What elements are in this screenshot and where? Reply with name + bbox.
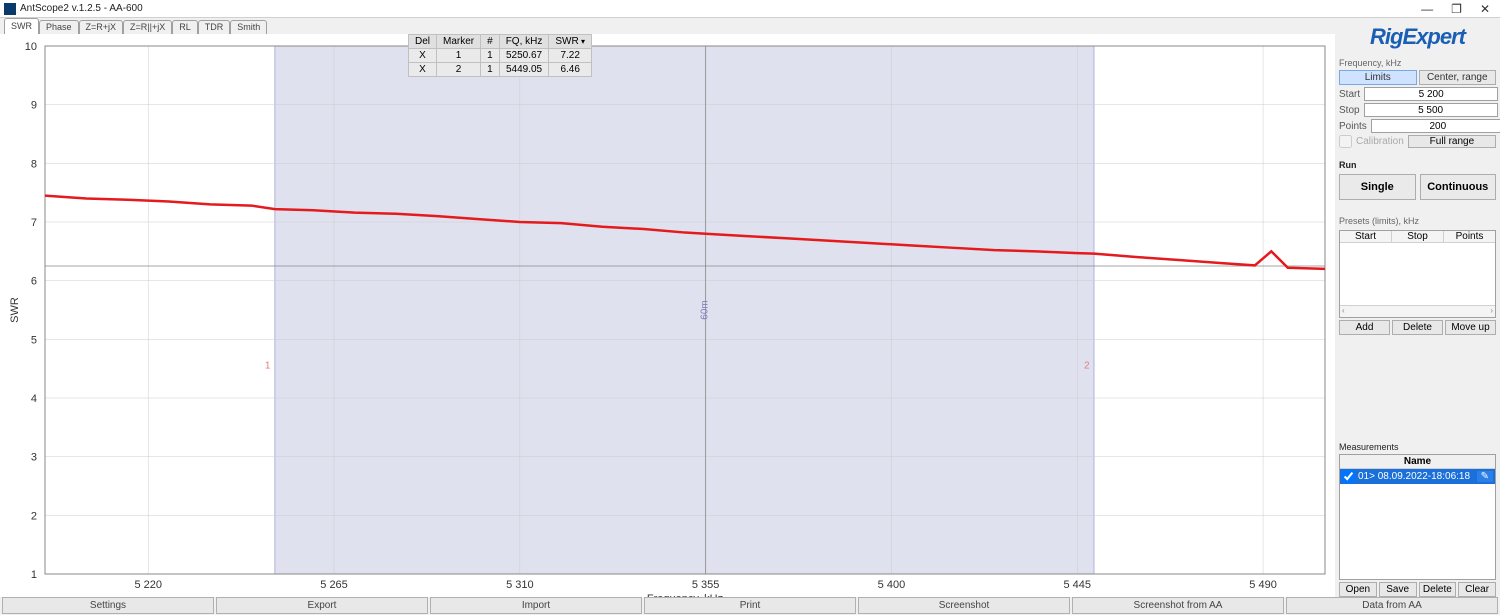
stop-input[interactable] [1364, 103, 1498, 117]
export-button[interactable]: Export [216, 597, 428, 614]
calibration-label: Calibration [1356, 136, 1404, 147]
start-input[interactable] [1364, 87, 1498, 101]
window-buttons: — ❐ ✕ [1421, 2, 1496, 16]
marker-cell-del[interactable]: X [409, 63, 437, 77]
tab-bar: SWRPhaseZ=R+jXZ=R||+jXRLTDRSmith [0, 18, 1335, 34]
svg-text:6: 6 [31, 276, 37, 288]
svg-text:5 310: 5 310 [506, 579, 534, 591]
svg-text:5 265: 5 265 [320, 579, 348, 591]
marker-cell-marker: 1 [437, 49, 481, 63]
side-panel: RigExpert Frequency, kHz Limits Center, … [1335, 18, 1500, 597]
marker-cell-swr: 6.46 [549, 63, 592, 77]
svg-text:60m: 60m [700, 300, 711, 319]
marker-cell-fq: 5449.05 [499, 63, 549, 77]
measurement-row[interactable]: 01> 08.09.2022-18:06:18 ✎ [1340, 469, 1495, 484]
marker-col-2[interactable]: # [481, 35, 500, 49]
calibration-checkbox [1339, 135, 1352, 148]
measurements-label: Measurements [1339, 442, 1496, 452]
fullrange-button[interactable]: Full range [1408, 135, 1496, 148]
minimize-icon[interactable]: — [1421, 2, 1433, 16]
svg-text:2: 2 [1084, 361, 1090, 372]
preset-moveup-button[interactable]: Move up [1445, 320, 1496, 335]
svg-text:5 355: 5 355 [692, 579, 720, 591]
measurements-list[interactable]: Name 01> 08.09.2022-18:06:18 ✎ [1339, 454, 1496, 580]
titlebar: AntScope2 v.1.2.5 - AA-600 — ❐ ✕ [0, 0, 1500, 18]
svg-text:5: 5 [31, 334, 37, 346]
presets-list[interactable]: StartStopPoints ‹› [1339, 230, 1496, 318]
measurement-name: 01> 08.09.2022-18:06:18 [1358, 471, 1470, 482]
svg-text:4: 4 [31, 393, 37, 405]
run-label: Run [1339, 160, 1496, 170]
marker-cell-marker: 2 [437, 63, 481, 77]
points-input[interactable] [1371, 119, 1500, 133]
svg-text:1: 1 [31, 569, 37, 581]
center-mode-button[interactable]: Center, range [1419, 70, 1497, 85]
preset-delete-button[interactable]: Delete [1392, 320, 1443, 335]
marker-cell-del[interactable]: X [409, 49, 437, 63]
edit-icon[interactable]: ✎ [1477, 471, 1493, 482]
meas-open-button[interactable]: Open [1339, 582, 1377, 597]
svg-text:SWR: SWR [9, 297, 21, 323]
app-icon [4, 3, 16, 15]
svg-text:5 445: 5 445 [1063, 579, 1091, 591]
limits-mode-button[interactable]: Limits [1339, 70, 1417, 85]
svg-text:5 220: 5 220 [134, 579, 162, 591]
maximize-icon[interactable]: ❐ [1451, 2, 1462, 16]
chart-area[interactable]: 123456789105 2205 2655 3105 3555 4005 44… [0, 34, 1335, 597]
swr-plot[interactable]: 123456789105 2205 2655 3105 3555 4005 44… [0, 34, 1335, 597]
single-button[interactable]: Single [1339, 174, 1416, 200]
preset-add-button[interactable]: Add [1339, 320, 1390, 335]
marker-cell-num: 1 [481, 63, 500, 77]
preset-col-stop[interactable]: Stop [1392, 231, 1444, 242]
svg-text:Frequency, kHz: Frequency, kHz [647, 593, 723, 597]
tab-tdr[interactable]: TDR [198, 20, 231, 34]
continuous-button[interactable]: Continuous [1420, 174, 1497, 200]
svg-text:2: 2 [31, 510, 37, 522]
logo: RigExpert [1339, 18, 1496, 56]
window-title: AntScope2 v.1.2.5 - AA-600 [20, 3, 143, 14]
svg-text:3: 3 [31, 452, 37, 464]
svg-text:8: 8 [31, 158, 37, 170]
marker-cell-fq: 5250.67 [499, 49, 549, 63]
print-button[interactable]: Print [644, 597, 856, 614]
frequency-section-label: Frequency, kHz [1339, 58, 1496, 68]
meas-save-button[interactable]: Save [1379, 582, 1417, 597]
svg-text:7: 7 [31, 217, 37, 229]
svg-text:10: 10 [25, 41, 37, 53]
marker-col-1[interactable]: Marker [437, 35, 481, 49]
meas-clear-button[interactable]: Clear [1458, 582, 1496, 597]
svg-text:1: 1 [265, 361, 271, 372]
measurements-header: Name [1340, 455, 1495, 469]
points-label: Points [1339, 121, 1367, 132]
svg-text:9: 9 [31, 100, 37, 112]
settings-button[interactable]: Settings [2, 597, 214, 614]
preset-col-points[interactable]: Points [1444, 231, 1495, 242]
marker-col-3[interactable]: FQ, kHz [499, 35, 549, 49]
tab-phase[interactable]: Phase [39, 20, 79, 34]
screenshot-from-aa-button[interactable]: Screenshot from AA [1072, 597, 1284, 614]
data-from-aa-button[interactable]: Data from AA [1286, 597, 1498, 614]
marker-col-0[interactable]: Del [409, 35, 437, 49]
meas-delete-button[interactable]: Delete [1419, 582, 1457, 597]
svg-text:5 400: 5 400 [878, 579, 906, 591]
preset-col-start[interactable]: Start [1340, 231, 1392, 242]
marker-cell-swr: 7.22 [549, 49, 592, 63]
tab-zrjx[interactable]: Z=R+jX [79, 20, 124, 34]
screenshot-button[interactable]: Screenshot [858, 597, 1070, 614]
tab-swr[interactable]: SWR [4, 18, 39, 34]
stop-label: Stop [1339, 105, 1360, 116]
import-button[interactable]: Import [430, 597, 642, 614]
close-icon[interactable]: ✕ [1480, 2, 1490, 16]
bottom-toolbar: SettingsExportImportPrintScreenshotScree… [0, 597, 1500, 614]
tab-smith[interactable]: Smith [230, 20, 267, 34]
marker-cell-num: 1 [481, 49, 500, 63]
marker-table[interactable]: DelMarker#FQ, kHzSWR X115250.677.22X2154… [408, 34, 592, 77]
measurement-checkbox[interactable] [1342, 470, 1355, 483]
presets-label: Presets (limits), kHz [1339, 216, 1496, 226]
start-label: Start [1339, 89, 1360, 100]
marker-col-4[interactable]: SWR [549, 35, 592, 49]
tab-rl[interactable]: RL [172, 20, 198, 34]
svg-text:5 490: 5 490 [1249, 579, 1277, 591]
tab-zrjx[interactable]: Z=R||+jX [123, 20, 172, 34]
